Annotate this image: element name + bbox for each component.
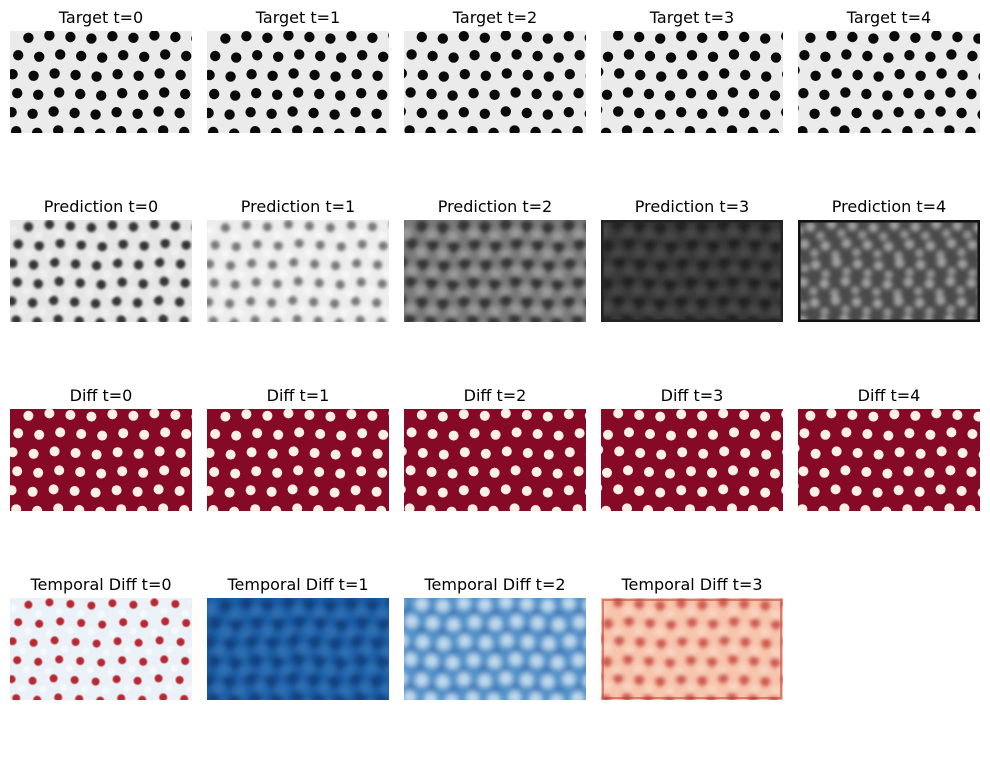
diff-image-1 <box>207 409 389 511</box>
panel-title-temporal-1: Temporal Diff t=1 <box>227 575 369 594</box>
panel-title-prediction-0: Prediction t=0 <box>43 197 159 216</box>
panel-title-diff-4: Diff t=4 <box>857 386 921 405</box>
panel-title-temporal-2: Temporal Diff t=2 <box>424 575 566 594</box>
target-image-3 <box>601 31 783 133</box>
panel-title-prediction-3: Prediction t=3 <box>634 197 750 216</box>
prediction-image-2 <box>404 220 586 322</box>
temporal-diff-image-2 <box>404 598 586 700</box>
temporal-diff-image-3 <box>601 598 783 700</box>
target-image-4 <box>798 31 980 133</box>
panel-title-diff-1: Diff t=1 <box>266 386 330 405</box>
panel-title-diff-3: Diff t=3 <box>660 386 724 405</box>
panel-title-target-0: Target t=0 <box>58 8 144 27</box>
temporal-diff-image-0 <box>10 598 192 700</box>
panel-title-target-4: Target t=4 <box>846 8 932 27</box>
diff-image-3 <box>601 409 783 511</box>
target-image-1 <box>207 31 389 133</box>
target-image-2 <box>404 31 586 133</box>
panel-title-temporal-3: Temporal Diff t=3 <box>621 575 763 594</box>
panel-title-target-1: Target t=1 <box>255 8 341 27</box>
temporal-diff-image-1 <box>207 598 389 700</box>
panel-title-diff-0: Diff t=0 <box>69 386 133 405</box>
panel-title-prediction-1: Prediction t=1 <box>240 197 356 216</box>
panel-title-temporal-0: Temporal Diff t=0 <box>30 575 172 594</box>
prediction-image-4 <box>798 220 980 322</box>
panel-title-prediction-2: Prediction t=2 <box>437 197 553 216</box>
panel-title-target-3: Target t=3 <box>649 8 735 27</box>
panel-title-prediction-4: Prediction t=4 <box>831 197 947 216</box>
prediction-image-1 <box>207 220 389 322</box>
diff-image-4 <box>798 409 980 511</box>
panel-title-target-2: Target t=2 <box>452 8 538 27</box>
prediction-image-0 <box>10 220 192 322</box>
panel-title-diff-2: Diff t=2 <box>463 386 527 405</box>
prediction-image-3 <box>601 220 783 322</box>
target-image-0 <box>10 31 192 133</box>
diff-image-2 <box>404 409 586 511</box>
diff-image-0 <box>10 409 192 511</box>
